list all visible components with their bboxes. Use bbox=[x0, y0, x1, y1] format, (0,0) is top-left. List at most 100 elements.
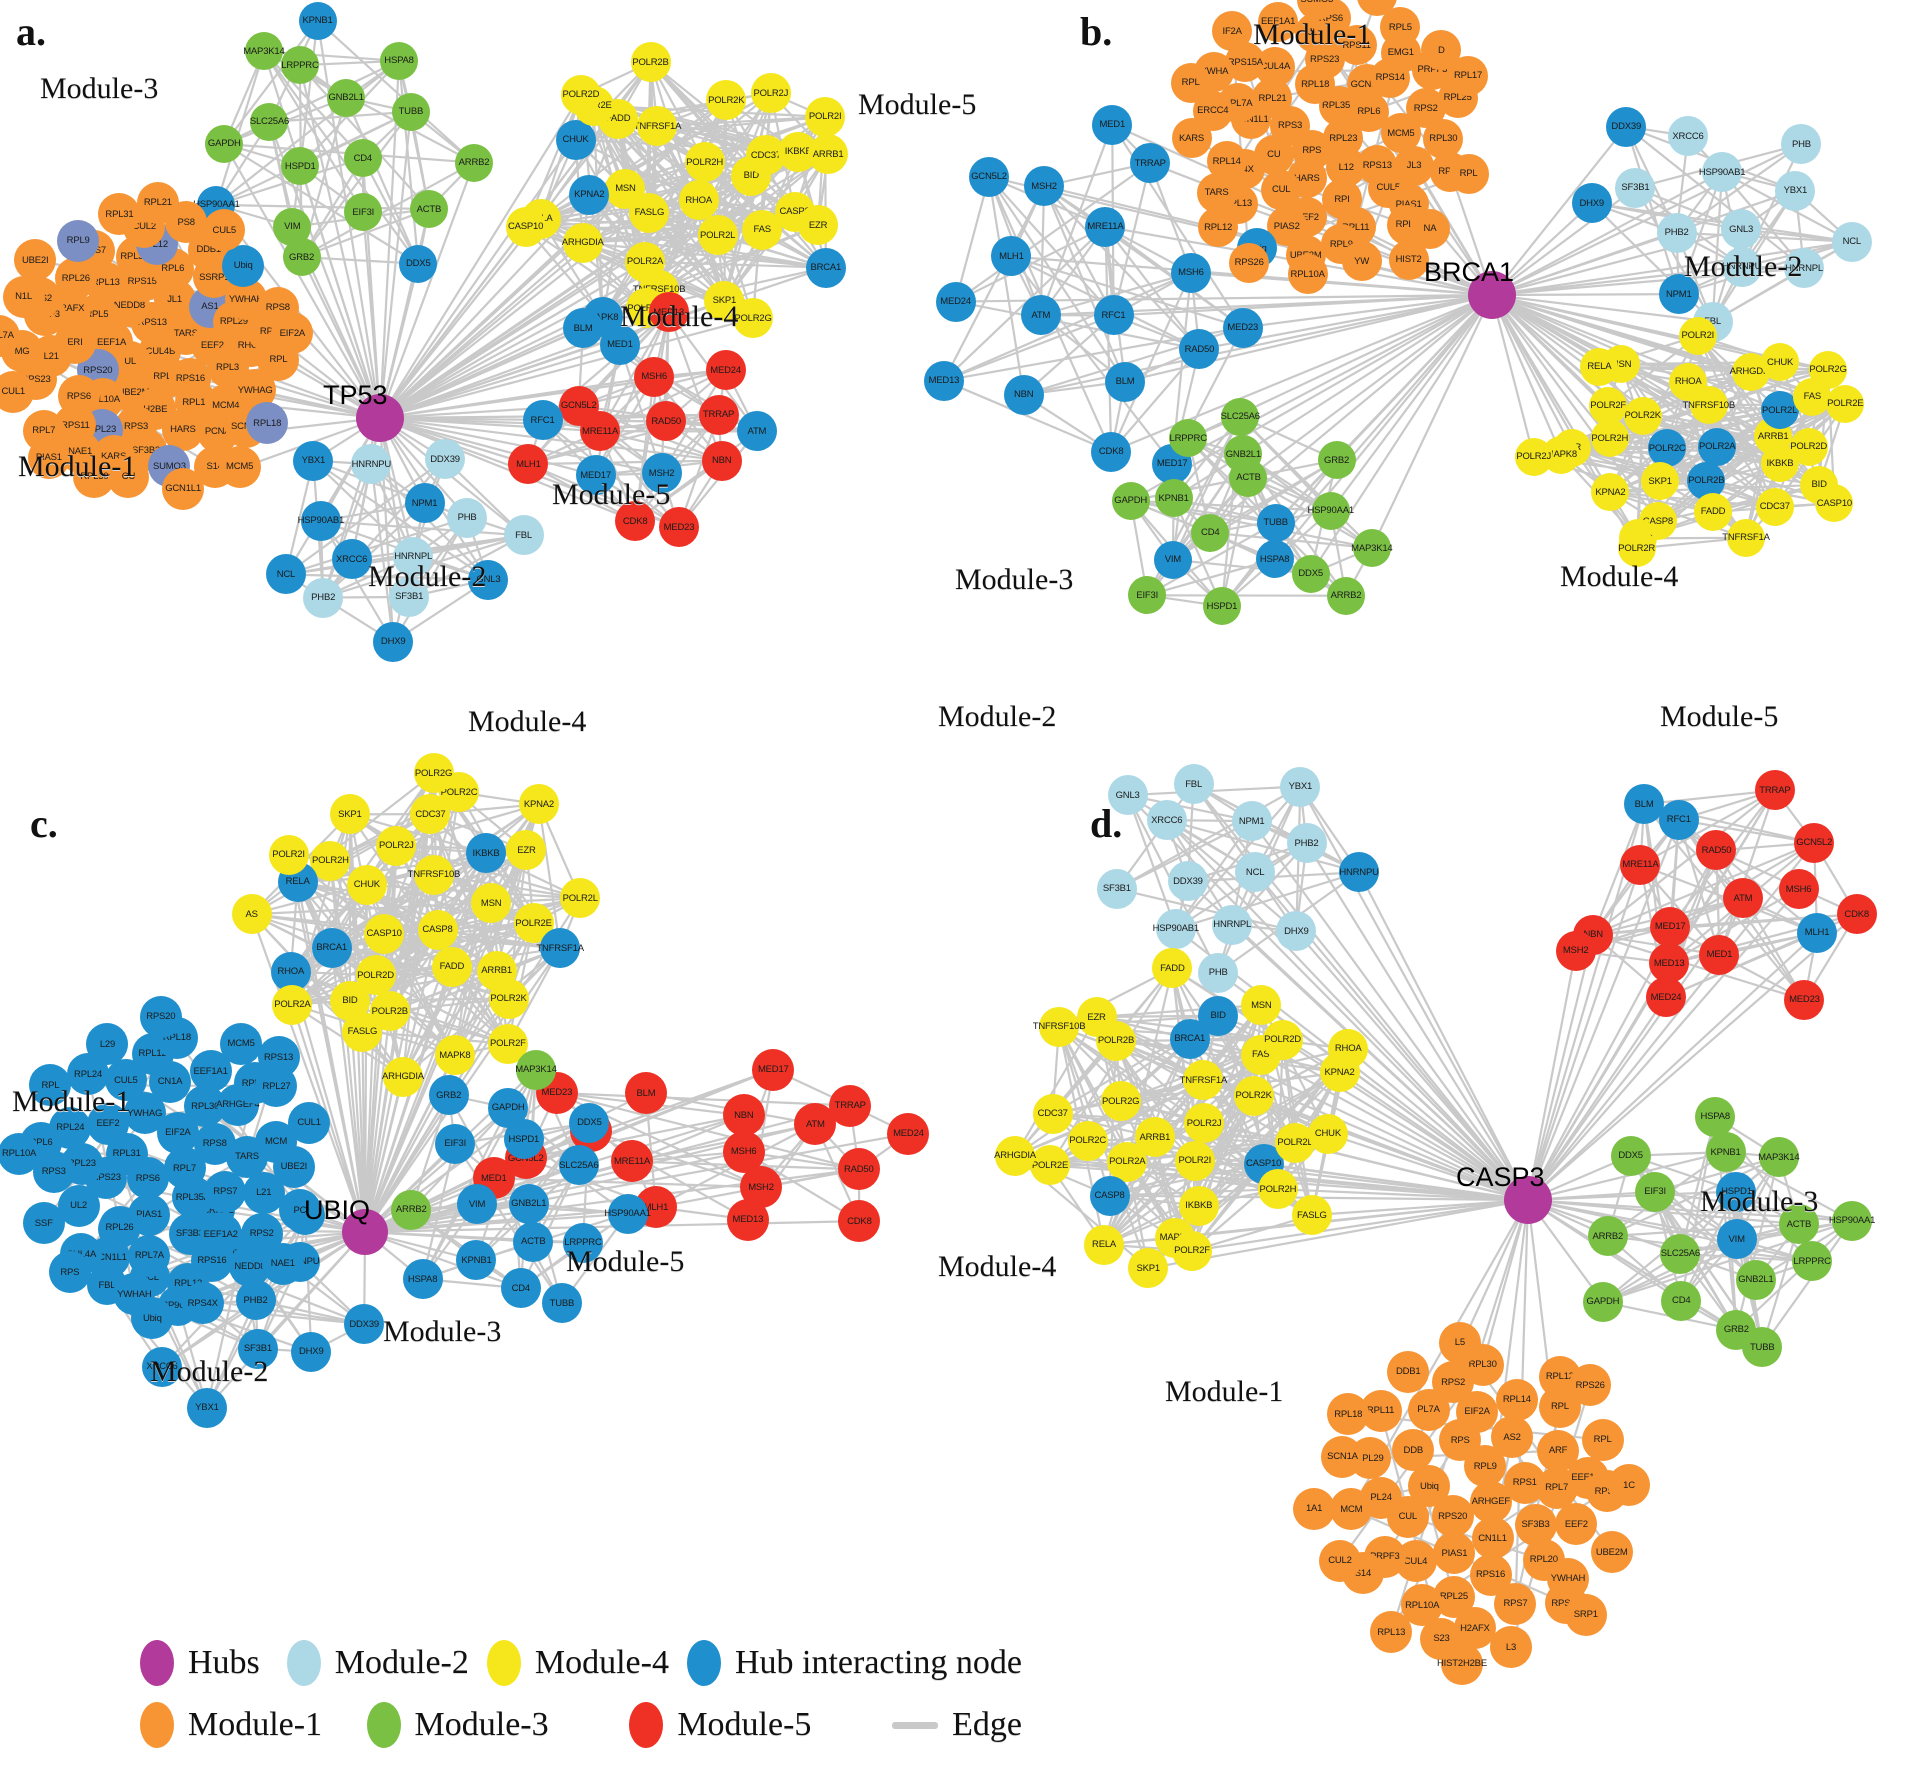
network-node-hnrnpl[interactable]: HNRNPL bbox=[1212, 904, 1253, 945]
network-node-phb2[interactable]: PHB2 bbox=[235, 1280, 276, 1321]
network-node-msn[interactable]: MSN bbox=[605, 168, 646, 209]
hub-node-casp3[interactable]: CASP3 bbox=[1456, 1162, 1552, 1224]
network-node-polr2k[interactable]: POLR2K bbox=[1623, 396, 1662, 435]
network-node-actb[interactable]: ACTB bbox=[513, 1221, 554, 1262]
network-node-yw[interactable]: YW bbox=[1341, 241, 1382, 282]
network-node-polr2i[interactable]: POLR2I bbox=[805, 96, 846, 137]
network-node-map3k14[interactable]: MAP3K14 bbox=[515, 1049, 557, 1090]
network-node-ube2i[interactable]: UBE2I bbox=[14, 239, 57, 282]
network-node-med24[interactable]: MED24 bbox=[887, 1112, 930, 1155]
network-node-ncl[interactable]: NCL bbox=[1831, 221, 1872, 262]
network-node-cd4[interactable]: CD4 bbox=[500, 1268, 541, 1309]
network-node-polr2d[interactable]: POLR2D bbox=[1262, 1019, 1303, 1060]
network-node-polr2i[interactable]: POLR2I bbox=[1174, 1140, 1215, 1181]
network-node-rpl[interactable]: RPL bbox=[1448, 153, 1489, 194]
network-node-phb[interactable]: PHB bbox=[447, 497, 488, 538]
network-node-rps26[interactable]: RPS26 bbox=[1569, 1364, 1612, 1407]
network-node-dhx9[interactable]: DHX9 bbox=[291, 1331, 332, 1372]
network-node-l3[interactable]: L3 bbox=[1490, 1626, 1533, 1669]
network-node-mre11a[interactable]: MRE11A bbox=[1085, 206, 1126, 247]
network-node-rps[interactable]: RPS bbox=[48, 1251, 91, 1294]
network-node-arhgdia[interactable]: ARHGDIA bbox=[562, 222, 604, 263]
network-node-rhoa[interactable]: RHOA bbox=[678, 180, 719, 221]
network-node-rfc1[interactable]: RFC1 bbox=[1658, 799, 1699, 840]
network-node-arrb2[interactable]: ARRB2 bbox=[391, 1189, 432, 1230]
network-node-kpnb1[interactable]: KPNB1 bbox=[1154, 479, 1193, 518]
network-node-polr2b[interactable]: POLR2B bbox=[630, 42, 671, 83]
network-node-med23[interactable]: MED23 bbox=[1222, 307, 1263, 348]
network-node-msh6[interactable]: MSH6 bbox=[634, 356, 675, 397]
network-node-hspa8[interactable]: HSPA8 bbox=[1255, 540, 1294, 579]
network-node-trrap[interactable]: TRRAP bbox=[1130, 143, 1171, 184]
network-node-cd4[interactable]: CD4 bbox=[1191, 513, 1230, 552]
network-node-rela[interactable]: RELA bbox=[1580, 347, 1619, 386]
network-node-nae1[interactable]: NAE1 bbox=[261, 1242, 304, 1285]
network-node-l5[interactable]: L5 bbox=[1438, 1321, 1481, 1364]
network-node-fadd[interactable]: FADD bbox=[1152, 948, 1193, 989]
network-node-1a1[interactable]: 1A1 bbox=[1293, 1487, 1336, 1530]
network-node-med1[interactable]: MED1 bbox=[1092, 104, 1133, 145]
network-node-rpl17[interactable]: RPL17 bbox=[1448, 55, 1489, 96]
network-node-atm[interactable]: ATM bbox=[1020, 295, 1061, 336]
network-node-polr2g[interactable]: POLR2G bbox=[1100, 1081, 1141, 1122]
network-node-blm[interactable]: BLM bbox=[1105, 361, 1146, 402]
network-node-polr2l[interactable]: POLR2L bbox=[697, 215, 738, 256]
network-node-bid[interactable]: BID bbox=[1198, 995, 1239, 1036]
hub-node-brca1[interactable]: BRCA1 bbox=[1424, 257, 1516, 319]
network-node-msn[interactable]: MSN bbox=[471, 883, 512, 924]
network-node-rela[interactable]: RELA bbox=[1084, 1224, 1125, 1265]
network-node-rpl10a[interactable]: RPL10A bbox=[1287, 254, 1328, 295]
network-node-blm[interactable]: BLM bbox=[1624, 784, 1665, 825]
network-node-polr2j[interactable]: POLR2J bbox=[1514, 437, 1553, 476]
network-node-rpl13[interactable]: RPL13 bbox=[1370, 1611, 1413, 1654]
network-node-polr2e[interactable]: POLR2E bbox=[1826, 384, 1865, 423]
network-node-msh2[interactable]: MSH2 bbox=[1024, 166, 1065, 207]
network-node-hspa8[interactable]: HSPA8 bbox=[402, 1259, 443, 1300]
network-node-polr2g[interactable]: POLR2G bbox=[1809, 350, 1847, 389]
network-node-med13[interactable]: MED13 bbox=[923, 360, 964, 401]
network-node-rfc1[interactable]: RFC1 bbox=[1093, 295, 1134, 336]
network-node-ube2m[interactable]: UBE2M bbox=[1590, 1531, 1633, 1574]
network-node-arrb2[interactable]: ARRB2 bbox=[455, 143, 493, 182]
network-node-ybx1[interactable]: YBX1 bbox=[293, 440, 334, 481]
network-node-tubb[interactable]: TUBB bbox=[391, 92, 430, 131]
network-node-polr2c[interactable]: POLR2C bbox=[1067, 1120, 1108, 1161]
network-node-ybx1[interactable]: YBX1 bbox=[1280, 766, 1321, 807]
network-node-rpl21[interactable]: RPL21 bbox=[136, 181, 179, 224]
network-node-polr2a[interactable]: POLR2A bbox=[272, 984, 313, 1025]
network-node-cd4[interactable]: CD4 bbox=[343, 139, 382, 178]
network-node-skp1[interactable]: SKP1 bbox=[1641, 462, 1680, 501]
network-node-n1l[interactable]: N1L bbox=[2, 275, 45, 318]
network-node-gapdh[interactable]: GAPDH bbox=[1111, 481, 1150, 520]
network-node-arhgdia[interactable]: ARHGDIA bbox=[382, 1056, 424, 1097]
network-node-msh6[interactable]: MSH6 bbox=[1778, 869, 1819, 910]
network-node-ddx5[interactable]: DDX5 bbox=[399, 244, 438, 283]
network-node-nbn[interactable]: NBN bbox=[722, 1094, 765, 1137]
network-node-hsp90ab1[interactable]: HSP90AB1 bbox=[1153, 908, 1199, 949]
network-node-arhgdia[interactable]: ARHGDIA bbox=[994, 1135, 1036, 1176]
network-node-sf3b1[interactable]: SF3B1 bbox=[1096, 868, 1137, 909]
network-node-kpna2[interactable]: KPNA2 bbox=[518, 784, 559, 825]
network-node-msh2[interactable]: MSH2 bbox=[1555, 930, 1596, 971]
network-node-tubb[interactable]: TUBB bbox=[1742, 1327, 1783, 1368]
network-node-tnfrsf1a[interactable]: TNFRSF1A bbox=[1722, 518, 1770, 557]
network-node-polr2k[interactable]: POLR2K bbox=[488, 978, 529, 1019]
network-node-nbn[interactable]: NBN bbox=[1003, 374, 1044, 415]
network-node-eif3i[interactable]: EIF3I bbox=[1635, 1171, 1676, 1212]
network-node-hsp90aa1[interactable]: HSP90AA1 bbox=[604, 1193, 651, 1234]
network-node-rpl10a[interactable]: RPL10A bbox=[0, 1132, 41, 1175]
network-node-nbn[interactable]: NBN bbox=[701, 440, 742, 481]
network-node-gnl3[interactable]: GNL3 bbox=[1107, 775, 1148, 816]
network-node-phb2[interactable]: PHB2 bbox=[303, 577, 344, 618]
network-node-trrap[interactable]: TRRAP bbox=[698, 394, 739, 435]
network-node-polr2k[interactable]: POLR2K bbox=[1233, 1075, 1274, 1116]
network-node-grb2[interactable]: GRB2 bbox=[1317, 441, 1356, 480]
network-node-ube2i[interactable]: UBE2I bbox=[272, 1145, 315, 1188]
network-node-arrb2[interactable]: ARRB2 bbox=[1327, 576, 1365, 615]
network-node-rps7[interactable]: RPS7 bbox=[204, 1170, 247, 1213]
network-node-gnb2l1[interactable]: GNB2L1 bbox=[1735, 1259, 1776, 1300]
network-node-kars[interactable]: KARS bbox=[1171, 118, 1212, 159]
network-node-dhx9[interactable]: DHX9 bbox=[373, 621, 414, 662]
network-node-vim[interactable]: VIM bbox=[1153, 540, 1192, 579]
network-node-polr2j[interactable]: POLR2J bbox=[376, 825, 417, 866]
